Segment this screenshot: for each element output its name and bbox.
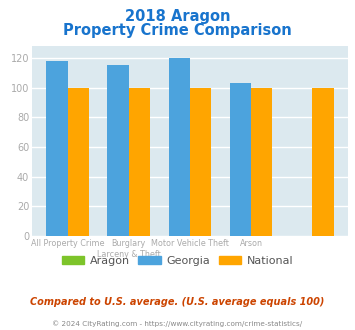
Bar (190, 88, 211, 236)
Bar (46, 61, 68, 236)
Text: Property Crime Comparison: Property Crime Comparison (63, 23, 292, 38)
Text: Compared to U.S. average. (U.S. average equals 100): Compared to U.S. average. (U.S. average … (30, 297, 325, 307)
Bar (312, 88, 334, 236)
Text: © 2024 CityRating.com - https://www.cityrating.com/crime-statistics/: © 2024 CityRating.com - https://www.city… (53, 321, 302, 327)
Bar (68, 88, 89, 236)
Bar (230, 83, 251, 236)
Text: 2018 Aragon: 2018 Aragon (125, 9, 230, 24)
Legend: Aragon, Georgia, National: Aragon, Georgia, National (57, 251, 298, 270)
Bar (251, 88, 272, 236)
Bar (129, 88, 150, 236)
Bar (108, 65, 129, 236)
Bar (169, 58, 190, 236)
